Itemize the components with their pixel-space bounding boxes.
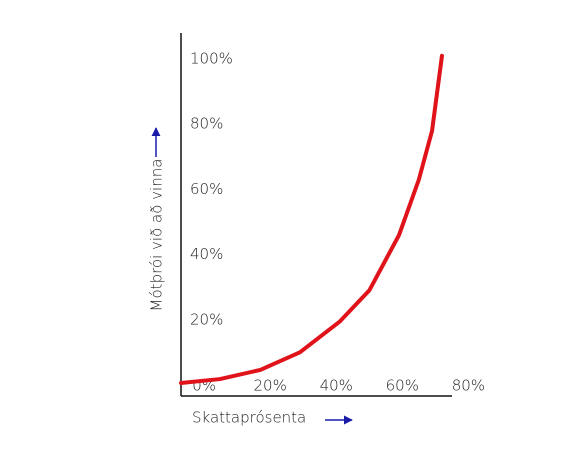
y-tick-label: 100% xyxy=(190,50,233,68)
y-tick-label: 80% xyxy=(190,115,223,133)
line xyxy=(179,53,444,385)
x-tick-label: 60% xyxy=(386,377,419,395)
y-tick-label: 40% xyxy=(190,245,223,263)
x-tick-label: 20% xyxy=(254,377,287,395)
x-axis-title: Skattaprósenta xyxy=(192,409,306,427)
x-tick-label: 80% xyxy=(452,377,485,395)
y-tick-label: 60% xyxy=(190,180,223,198)
y-tick-label: 20% xyxy=(190,310,223,328)
y-axis-title: Mótþrói við að vinna xyxy=(148,159,166,312)
x-tick-label: 40% xyxy=(320,377,353,395)
